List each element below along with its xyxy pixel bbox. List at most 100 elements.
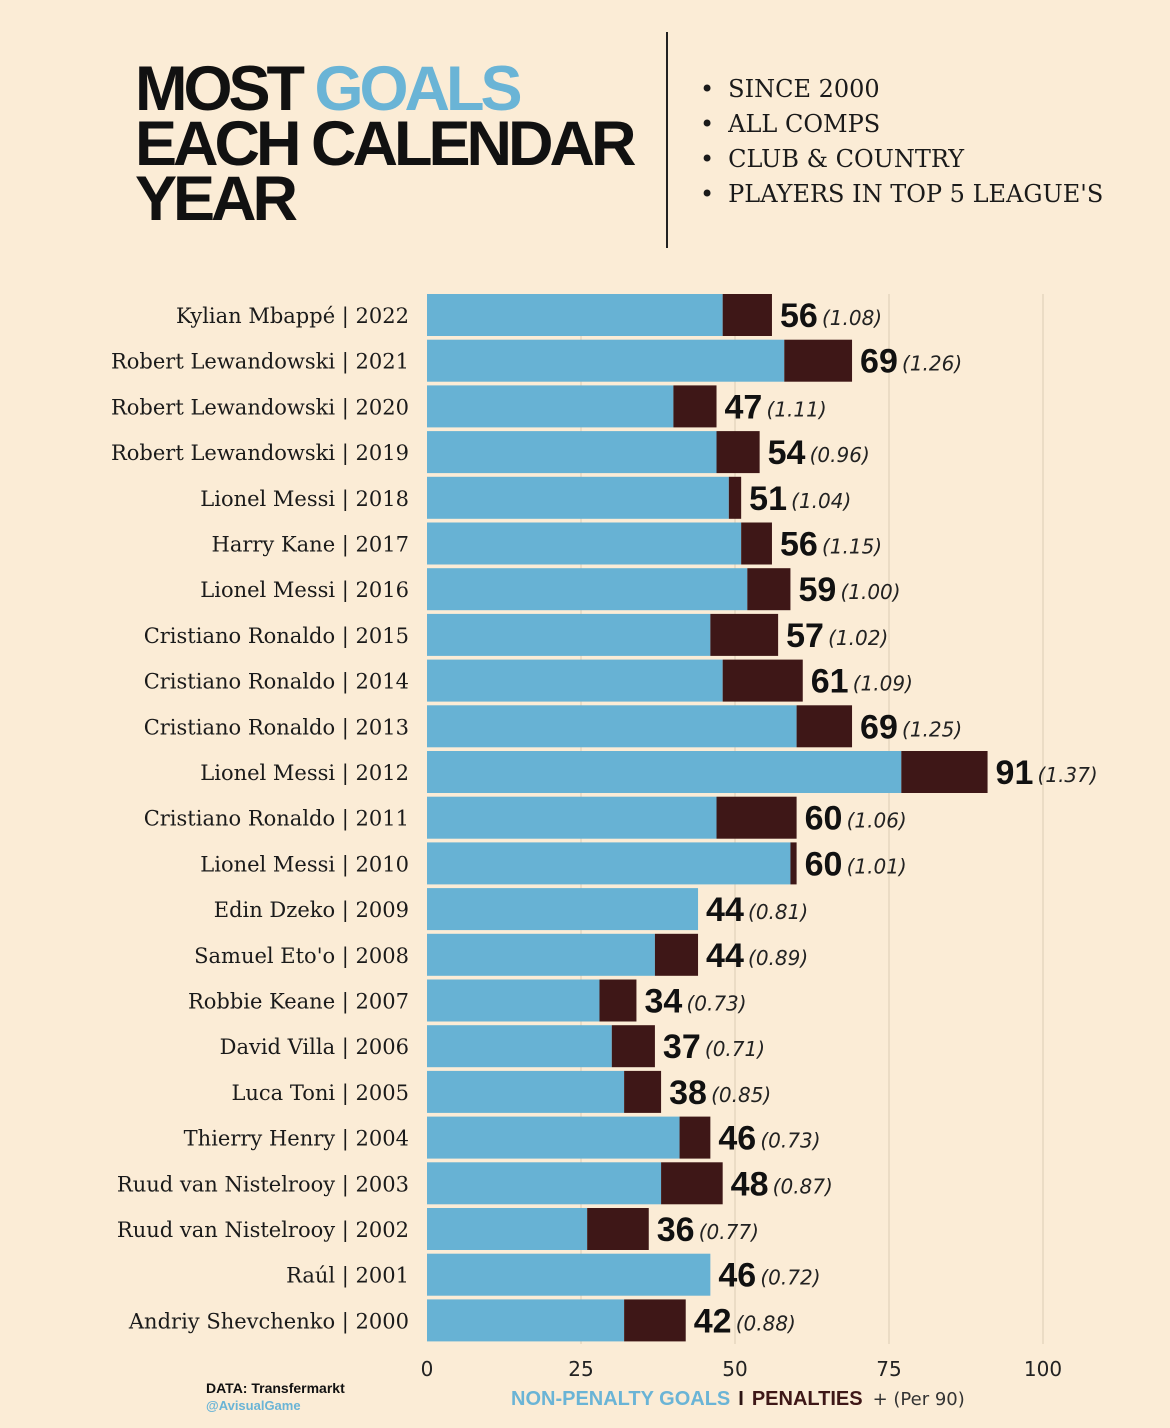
total-value-label: 44 bbox=[706, 891, 744, 929]
bar-non-penalty bbox=[427, 1208, 588, 1250]
per90-label: (1.00) bbox=[840, 580, 900, 604]
per90-label: (0.85) bbox=[711, 1083, 771, 1107]
bar-penalty bbox=[716, 796, 797, 839]
bar-non-penalty bbox=[427, 705, 797, 748]
bar-non-penalty bbox=[427, 339, 785, 382]
row-label: Cristiano Ronaldo | 2014 bbox=[144, 670, 409, 695]
total-value-label: 69 bbox=[860, 343, 898, 381]
chart-title: MOST GOALS EACH CALENDAR YEAR bbox=[135, 58, 636, 234]
legend-penalties: PENALTIES bbox=[751, 1388, 863, 1410]
row-label: Robert Lewandowski | 2019 bbox=[111, 441, 409, 466]
total-value-label: 48 bbox=[731, 1165, 769, 1203]
bar-non-penalty bbox=[427, 522, 742, 565]
legend-non-penalty: NON-PENALTY GOALS bbox=[511, 1388, 731, 1410]
bar-non-penalty bbox=[427, 933, 655, 976]
per90-label: (1.01) bbox=[847, 854, 907, 878]
bar-non-penalty bbox=[427, 659, 723, 702]
per90-label: (0.81) bbox=[748, 900, 808, 924]
bar-penalty bbox=[790, 842, 797, 885]
x-tick-label: 100 bbox=[1024, 1357, 1062, 1381]
author-handle: @AvisualGame bbox=[206, 1398, 301, 1413]
row-label: Lionel Messi | 2012 bbox=[200, 761, 409, 786]
total-value-label: 34 bbox=[644, 983, 682, 1021]
bar-non-penalty bbox=[427, 751, 902, 793]
bar-penalty bbox=[624, 1070, 662, 1113]
note-item: PLAYERS IN TOP 5 LEAGUE'S bbox=[700, 177, 1103, 212]
handle-name: AvisualGame bbox=[218, 1398, 301, 1413]
per90-label: (0.77) bbox=[699, 1220, 759, 1244]
row-label: Thierry Henry | 2004 bbox=[184, 1127, 409, 1152]
total-value-label: 56 bbox=[780, 526, 818, 564]
per90-label: (1.02) bbox=[828, 626, 888, 650]
bar-non-penalty bbox=[427, 476, 729, 519]
bar-penalty bbox=[587, 1208, 649, 1250]
bar-non-penalty bbox=[427, 1162, 662, 1205]
row-label: Robbie Keane | 2007 bbox=[188, 990, 409, 1015]
bar-non-penalty bbox=[427, 1070, 625, 1113]
total-value-label: 54 bbox=[768, 434, 806, 472]
row-label: Ruud van Nistelrooy | 2003 bbox=[117, 1172, 409, 1197]
row-label: Cristiano Ronaldo | 2011 bbox=[144, 807, 409, 832]
row-label: Luca Toni | 2005 bbox=[231, 1081, 409, 1106]
bar-non-penalty bbox=[427, 568, 748, 611]
bar-non-penalty bbox=[427, 1116, 680, 1159]
row-label: Cristiano Ronaldo | 2015 bbox=[144, 624, 409, 649]
per90-label: (0.88) bbox=[736, 1311, 796, 1335]
bar-penalty bbox=[741, 522, 772, 565]
total-value-label: 51 bbox=[749, 480, 787, 518]
total-value-label: 47 bbox=[725, 388, 763, 426]
bar-penalty bbox=[710, 613, 779, 656]
x-tick-label: 75 bbox=[876, 1357, 901, 1381]
bar-penalty bbox=[654, 933, 699, 976]
per90-label: (1.37) bbox=[1038, 763, 1098, 787]
total-value-label: 61 bbox=[811, 663, 849, 701]
per90-label: (1.25) bbox=[902, 717, 962, 741]
row-label: Edin Dzeko | 2009 bbox=[214, 898, 409, 923]
total-value-label: 57 bbox=[786, 617, 824, 655]
title-most: MOST bbox=[135, 54, 305, 124]
note-item: CLUB & COUNTRY bbox=[700, 142, 1103, 177]
total-value-label: 46 bbox=[718, 1120, 756, 1158]
row-label: Kylian Mbappé | 2022 bbox=[176, 304, 409, 329]
row-label: Harry Kane | 2017 bbox=[212, 533, 409, 558]
bar-non-penalty bbox=[427, 1299, 625, 1342]
bar-non-penalty bbox=[427, 1025, 612, 1068]
bar-non-penalty bbox=[427, 1253, 711, 1296]
bar-non-penalty bbox=[427, 842, 791, 885]
legend-separator: I bbox=[738, 1388, 744, 1410]
note-item: SINCE 2000 bbox=[700, 72, 1103, 107]
per90-label: (1.26) bbox=[902, 352, 962, 376]
bar-penalty bbox=[624, 1299, 686, 1342]
per90-label: (0.96) bbox=[810, 443, 870, 467]
bar-non-penalty bbox=[427, 431, 717, 474]
bar-non-penalty bbox=[427, 888, 699, 931]
bar-penalty bbox=[722, 294, 772, 336]
bar-penalty bbox=[747, 568, 791, 611]
row-label: Cristiano Ronaldo | 2013 bbox=[144, 715, 409, 740]
bar-penalty bbox=[599, 979, 637, 1022]
bar-penalty bbox=[716, 431, 760, 474]
total-value-label: 91 bbox=[996, 754, 1034, 792]
handle-at: @ bbox=[206, 1398, 219, 1413]
per90-label: (0.73) bbox=[760, 1129, 820, 1153]
bar-penalty bbox=[661, 1162, 723, 1205]
per90-label: (0.87) bbox=[773, 1174, 833, 1198]
title-line-2: EACH CALENDAR bbox=[135, 109, 636, 179]
per90-label: (1.09) bbox=[853, 672, 913, 696]
total-value-label: 46 bbox=[718, 1257, 756, 1295]
per90-label: (1.11) bbox=[767, 397, 827, 421]
row-label: Robert Lewandowski | 2020 bbox=[111, 395, 409, 420]
total-value-label: 42 bbox=[694, 1302, 732, 1340]
bar-penalty bbox=[679, 1116, 711, 1159]
total-value-label: 60 bbox=[805, 845, 843, 883]
bar-penalty bbox=[722, 659, 803, 702]
per90-label: (0.72) bbox=[760, 1266, 820, 1290]
per90-label: (1.15) bbox=[822, 535, 882, 559]
note-item: ALL COMPS bbox=[700, 107, 1103, 142]
row-label: Samuel Eto'o | 2008 bbox=[194, 944, 409, 969]
bar-penalty bbox=[901, 751, 988, 793]
title-line-3: YEAR bbox=[135, 164, 298, 234]
row-label: Lionel Messi | 2016 bbox=[200, 578, 409, 603]
row-label: Robert Lewandowski | 2021 bbox=[111, 350, 409, 375]
